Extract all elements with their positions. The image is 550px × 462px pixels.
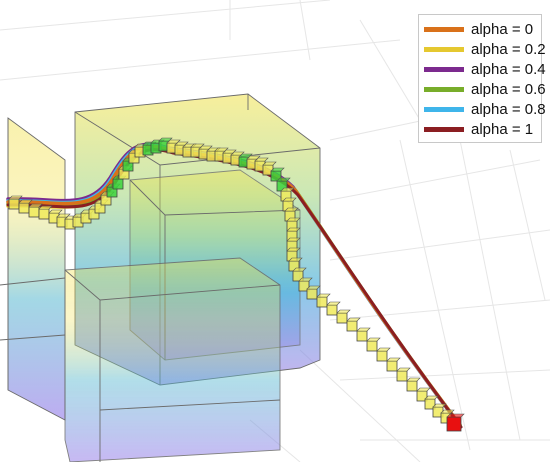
legend-swatch [424, 87, 464, 92]
legend-item: alpha = 0.6 [419, 81, 546, 101]
legend: alpha = 0 alpha = 0.2 alpha = 0.4 alpha … [418, 14, 546, 143]
legend-label: alpha = 0.6 [471, 81, 546, 98]
waypoint-marker [292, 267, 307, 282]
waypoint-marker [158, 137, 173, 152]
legend-swatch [424, 27, 464, 32]
legend-swatch [424, 47, 464, 52]
legend-label: alpha = 0.8 [471, 101, 546, 118]
waypoint-marker [174, 141, 189, 156]
legend-item: alpha = 0.4 [419, 61, 546, 81]
legend-label: alpha = 0.2 [471, 41, 546, 58]
waypoint-marker [222, 149, 237, 164]
waypoint-marker [286, 237, 301, 252]
waypoint-marker [432, 403, 447, 418]
legend-label: alpha = 0.4 [471, 61, 546, 78]
waypoint-marker [270, 167, 285, 182]
waypoint-marker [18, 199, 33, 214]
waypoint-marker [366, 337, 381, 352]
legend-label: alpha = 0 [471, 21, 534, 38]
waypoint-marker [28, 203, 43, 218]
legend-label: alpha = 1 [471, 121, 534, 138]
waypoint-marker [356, 327, 371, 342]
waypoint-marker [424, 395, 439, 410]
legend-swatch [424, 67, 464, 72]
legend-item: alpha = 0.8 [419, 101, 546, 121]
waypoint-marker [306, 285, 321, 300]
waypoint-marker [286, 227, 301, 242]
legend-swatch [424, 107, 464, 112]
waypoint-marker [416, 387, 431, 402]
waypoint-marker [406, 377, 421, 392]
waypoint-marker [298, 277, 313, 292]
waypoint-marker [386, 357, 401, 372]
goal-marker [446, 413, 465, 432]
legend-item: alpha = 1 [419, 121, 541, 141]
waypoint-markers [8, 137, 465, 432]
waypoint-marker [326, 301, 341, 316]
legend-item: alpha = 0.2 [419, 41, 546, 61]
waypoint-marker [316, 293, 331, 308]
waypoint-marker [376, 347, 391, 362]
waypoint-marker [396, 367, 411, 382]
waypoint-marker [346, 317, 361, 332]
legend-swatch [424, 127, 464, 132]
waypoint-marker [182, 143, 197, 158]
legend-item: alpha = 0 [419, 21, 541, 41]
waypoint-marker [336, 309, 351, 324]
